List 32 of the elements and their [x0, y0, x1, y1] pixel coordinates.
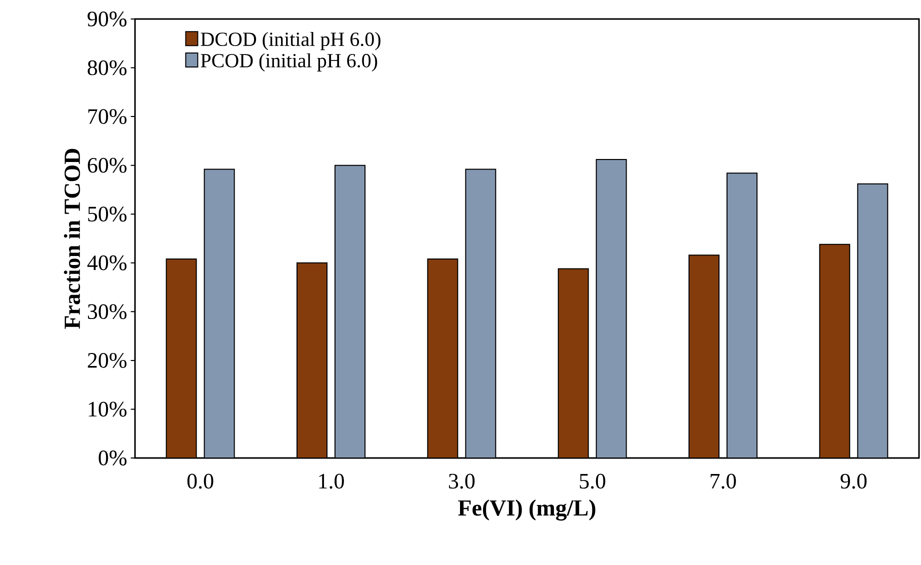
x-tick-label: 9.0 [840, 474, 867, 489]
bar [726, 172, 758, 458]
y-tick-label: 10% [88, 402, 126, 417]
bar [596, 158, 627, 458]
x-tick-label: 3.0 [448, 474, 475, 489]
bar [688, 254, 720, 458]
y-tick-label: 90% [88, 12, 126, 26]
legend-label: DCOD (initial pH 6.0) [200, 32, 380, 50]
x-axis-title: Fe(VI) (mg/L) [458, 500, 596, 521]
bar [427, 258, 458, 458]
y-tick-label: 0% [98, 450, 126, 466]
bar [334, 164, 366, 458]
bar [465, 168, 496, 458]
bar [166, 258, 197, 458]
x-tick-label: 0.0 [187, 474, 214, 489]
bar [558, 268, 589, 458]
y-axis-title: Fraction in TCOD [64, 148, 80, 329]
y-tick-label: 70% [88, 109, 126, 124]
bar [857, 183, 888, 458]
y-tick-label: 50% [88, 206, 126, 222]
legend-label: PCOD (initial pH 6.0) [200, 53, 378, 72]
bar [204, 168, 235, 458]
bar [296, 262, 328, 458]
y-tick-label: 20% [88, 352, 126, 368]
x-tick-label: 1.0 [319, 474, 344, 489]
x-tick-label: 5.0 [580, 474, 606, 489]
y-tick-label: 30% [88, 304, 126, 320]
y-tick-label: 80% [88, 60, 126, 76]
x-tick-label: 7.0 [710, 474, 736, 489]
y-tick-label: 40% [87, 255, 126, 270]
bar [819, 244, 850, 458]
y-tick-label: 60% [88, 158, 126, 173]
